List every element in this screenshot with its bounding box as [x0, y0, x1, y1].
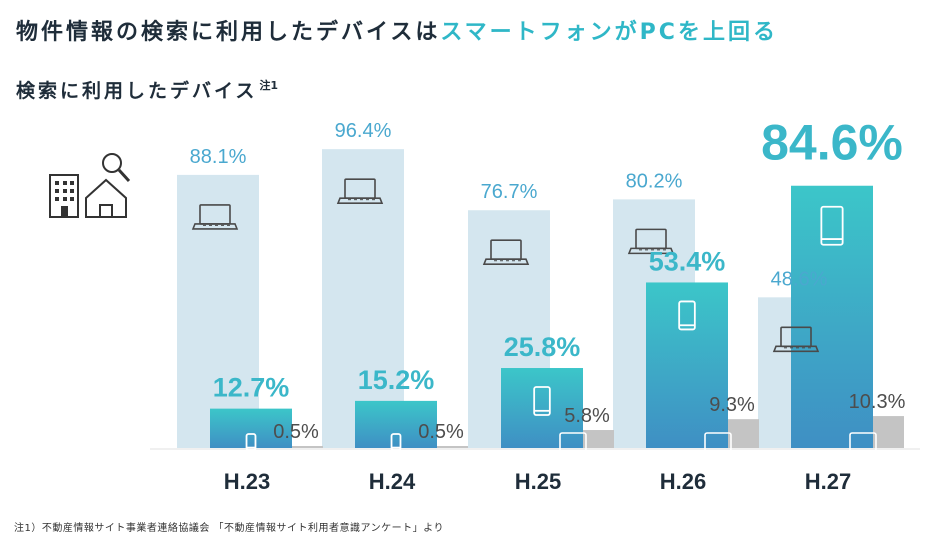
laptop-icon: [191, 204, 239, 230]
smartphone-value-label: 15.2%: [358, 365, 435, 395]
smartphone-value-label: 25.8%: [504, 332, 581, 362]
smartphone-icon: [390, 433, 402, 451]
pc-value-label: 48.6%: [771, 268, 828, 290]
pc-value-label: 88.1%: [190, 146, 247, 168]
building-house-search-icon: [49, 153, 131, 218]
x-tick-label: H.26: [660, 469, 706, 494]
tablet-value-label: 10.3%: [849, 391, 906, 413]
chart-subtitle: 検索に利用したデバイス 注1: [16, 76, 278, 103]
laptop-icon: [482, 239, 530, 266]
headline-accent-text: スマートフォンがPCを上回る: [440, 20, 778, 45]
smartphone-icon: [678, 300, 696, 331]
pc-value-label: 76.7%: [481, 181, 538, 203]
x-tick-label: H.24: [369, 469, 416, 494]
smartphone-icon: [533, 386, 551, 416]
bar-icons-layer: [191, 178, 877, 452]
category-axis: H.23 H.24 H.25 H.26 H.27: [224, 469, 851, 494]
laptop-icon: [772, 326, 820, 353]
pc-bar: [177, 174, 259, 448]
smartphone-icon: [820, 205, 844, 246]
pc-bar: [322, 149, 404, 448]
smartphone-bar: [501, 368, 583, 448]
smartphone-value-label: 12.7%: [213, 373, 290, 403]
smartphone-bar: [210, 408, 292, 448]
tablet-icon: [559, 432, 587, 452]
tablet-icon: [849, 432, 877, 452]
bar-labels-layer: 88.1% 96.4% 76.7% 80.2% 48.6% 0.5% 0.5% 5.8% 9.3…: [190, 115, 906, 443]
pc-value-label: 80.2%: [626, 170, 683, 192]
tablet-value-label: 9.3%: [709, 394, 755, 416]
laptop-icon: [336, 178, 384, 204]
tablet-value-label: 5.8%: [564, 405, 610, 427]
x-tick-label: H.25: [515, 469, 561, 494]
headline-text: 物件情報の検索に利用したデバイスは: [16, 20, 441, 45]
subtitle-note-marker: 注1: [259, 79, 279, 92]
tablet-value-label: 0.5%: [273, 421, 319, 443]
smartphone-icon: [245, 433, 257, 451]
x-tick-label: H.27: [805, 469, 851, 494]
tablet-value-label: 0.5%: [418, 421, 464, 443]
source-footnote: 注1）不動産情報サイト事業者連絡協議会 「不動産情報サイト利用者意識アンケート」…: [14, 523, 444, 534]
x-tick-label: H.23: [224, 469, 270, 494]
smartphone-value-label: 84.6%: [761, 115, 903, 171]
subtitle-text: 検索に利用したデバイス: [16, 80, 258, 102]
smartphone-value-label: 53.4%: [649, 246, 726, 276]
bars-layer: [150, 149, 920, 450]
smartphone-bar: [355, 400, 437, 448]
tablet-icon: [704, 432, 732, 452]
pc-value-label: 96.4%: [335, 120, 392, 142]
laptop-icon: [627, 228, 675, 255]
smartphone-bar: [791, 185, 873, 449]
smartphone-bar: [646, 282, 728, 448]
page-headline: 物件情報の検索に利用したデバイスはスマートフォンがPCを上回る: [16, 14, 778, 46]
